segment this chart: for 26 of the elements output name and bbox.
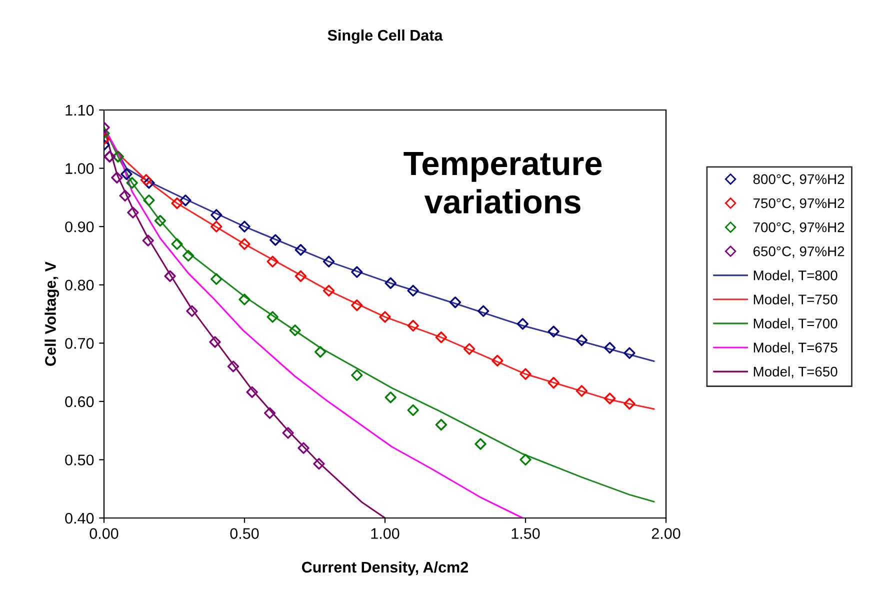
legend-label: Model, T=650 xyxy=(754,366,838,378)
x-axis-title: Current Density, A/cm2 xyxy=(302,561,468,576)
x-tick-label: 0.50 xyxy=(230,528,259,539)
x-tick-label: 1.50 xyxy=(512,528,540,539)
y-tick-label: 0.50 xyxy=(65,454,94,466)
y-tick-label: 0.60 xyxy=(65,396,94,408)
legend-label: Model, T=675 xyxy=(754,342,838,354)
annotation: Temperature variations xyxy=(404,152,602,214)
legend-label: 800°C, 97%H2 xyxy=(753,174,844,186)
y-axis-title: Cell Voltage, V xyxy=(44,262,59,366)
legend-label: 650°C, 97%H2 xyxy=(753,246,844,258)
x-tick-label: 2.00 xyxy=(652,528,680,539)
legend-label: 700°C, 97%H2 xyxy=(753,222,844,234)
chart-title: Single Cell Data xyxy=(328,29,443,44)
legend-label: 750°C, 97%H2 xyxy=(753,198,844,210)
y-tick-label: 1.00 xyxy=(66,163,94,174)
y-tick-label: 0.90 xyxy=(65,221,94,232)
legend-label: Model, T=800 xyxy=(754,270,838,282)
legend-label: Model, T=750 xyxy=(754,294,838,306)
y-tick-label: 0.70 xyxy=(65,338,94,349)
y-tick-label: 1.10 xyxy=(66,104,94,116)
y-tick-label: 0.40 xyxy=(65,512,94,524)
y-tick-label: 0.80 xyxy=(65,280,94,291)
legend-label: Model, T=700 xyxy=(754,318,838,330)
x-tick-label: 0.00 xyxy=(90,528,118,539)
x-tick-label: 1.00 xyxy=(371,528,400,539)
